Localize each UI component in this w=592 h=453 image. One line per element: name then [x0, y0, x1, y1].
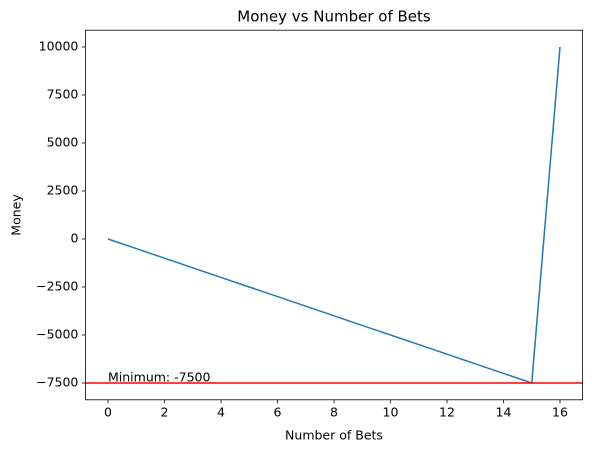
y-tick-label: 5000 [47, 135, 79, 150]
y-axis-label: Money [9, 194, 24, 236]
x-tick-label: 8 [330, 404, 338, 419]
x-tick-label: 4 [217, 404, 225, 419]
x-tick-label: 10 [383, 404, 399, 419]
chart-title: Money vs Number of Bets [237, 8, 431, 26]
plot-frame [85, 29, 584, 401]
annotation: Minimum: -7500 [108, 370, 210, 385]
x-tick-label: 0 [104, 404, 112, 419]
x-tick-label: 2 [161, 404, 169, 419]
x-tick-label: 6 [274, 404, 282, 419]
y-tick-label: −5000 [36, 327, 78, 342]
x-tick-label: 16 [552, 404, 568, 419]
line [107, 46, 561, 385]
y-tick-label: 2500 [47, 183, 79, 198]
y-tick-label: 10000 [39, 39, 79, 54]
y-tick-label: −7500 [36, 375, 78, 390]
x-tick-label: 14 [496, 404, 512, 419]
x-axis-label: Number of Bets [285, 428, 383, 443]
y-tick-label: 7500 [47, 87, 79, 102]
x-tick-label: 12 [439, 404, 455, 419]
y-tick-label: 0 [70, 231, 78, 246]
y-tick-label: −2500 [36, 279, 78, 294]
